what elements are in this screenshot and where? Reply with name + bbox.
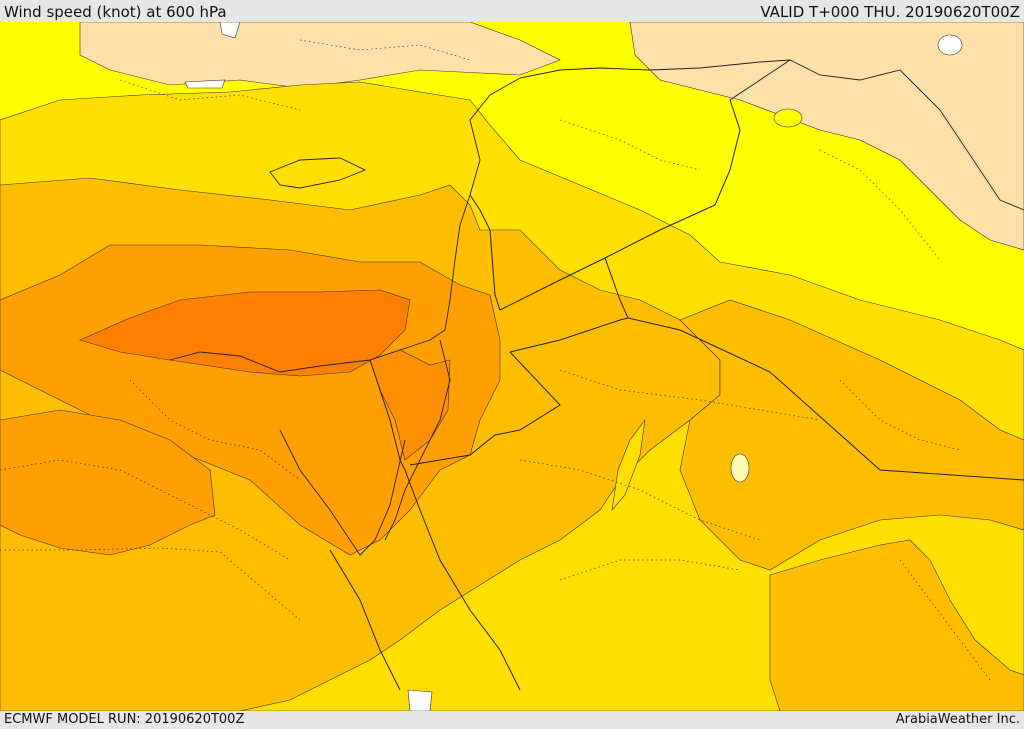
contour-band-high-east [679, 299, 1024, 571]
credit-label: ArabiaWeather Inc. [895, 712, 1020, 727]
contour-band-highest [79, 289, 411, 377]
contour-band-higher-southwest [0, 409, 216, 556]
contour-band-lowest-north [79, 22, 561, 89]
contour-band-low-pocket [773, 108, 803, 128]
no-data-patch [730, 453, 750, 483]
admin-boundaries [0, 39, 991, 681]
model-run-label: ECMWF MODEL RUN: 20190620T00Z [4, 712, 245, 727]
contour-band-high-southeast [769, 539, 1024, 711]
no-data-patch [184, 79, 226, 89]
coastlines [169, 59, 1024, 556]
contour-band-lowest-northeast [629, 22, 1024, 251]
wind-speed-map [0, 22, 1024, 711]
valid-time: VALID T+000 THU. 20190620T00Z [760, 3, 1020, 21]
contour-band-mid-pocket [611, 419, 646, 511]
contour-band-highest-east [369, 349, 451, 461]
no-data-patch [937, 34, 963, 56]
no-data-patch [219, 22, 241, 39]
footer-bar: ECMWF MODEL RUN: 20190620T00Z ArabiaWeat… [0, 711, 1024, 729]
header-bar: Wind speed (knot) at 600 hPa VALID T+000… [0, 0, 1024, 22]
political-borders [329, 59, 1024, 691]
map-svg [0, 22, 1024, 711]
no-data-patch [407, 689, 433, 711]
map-title: Wind speed (knot) at 600 hPa [4, 3, 227, 21]
